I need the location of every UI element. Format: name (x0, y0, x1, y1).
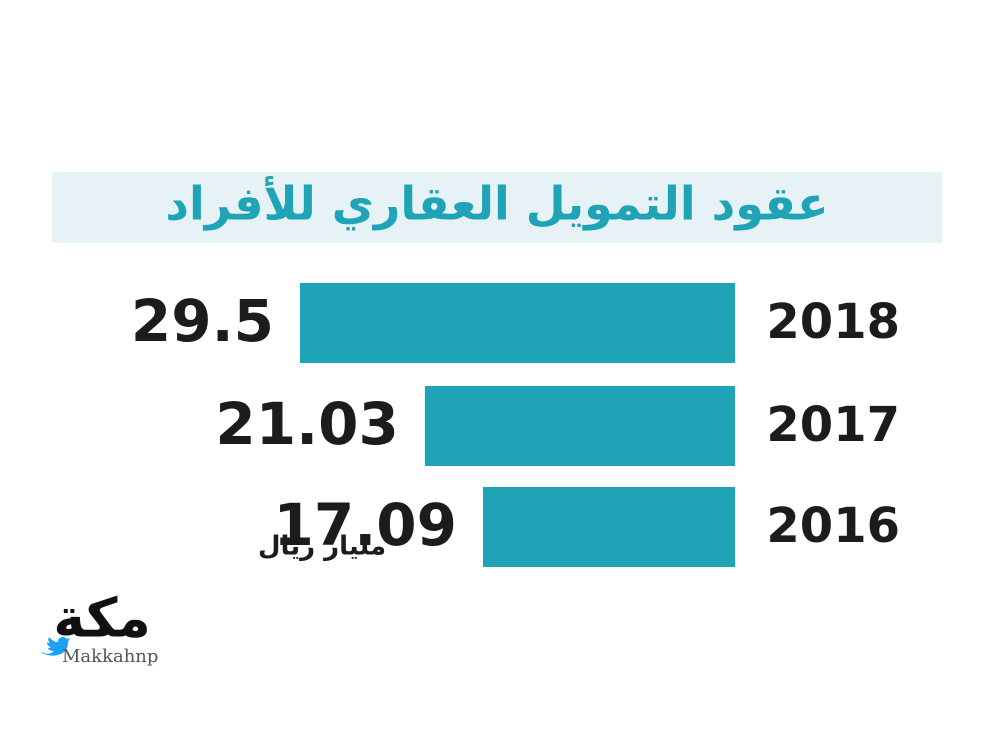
logo: مكة (53, 587, 151, 650)
unit-label: مليار ريال (258, 532, 386, 562)
chart-title: عقود التمويل العقاري للأفراد (165, 176, 828, 231)
bar (300, 283, 735, 363)
bar (424, 386, 735, 466)
value-label: 29.5 (131, 287, 274, 355)
value-label: 17.09 (274, 491, 457, 559)
category-label: 2018 (766, 294, 900, 350)
category-label: 2016 (766, 498, 900, 554)
title-banner (52, 172, 942, 243)
twitter-icon (42, 637, 70, 656)
source-handle: Makkahnp (62, 646, 158, 667)
bar (482, 487, 735, 567)
value-label: 21.03 (215, 390, 398, 458)
category-label: 2017 (766, 397, 900, 453)
